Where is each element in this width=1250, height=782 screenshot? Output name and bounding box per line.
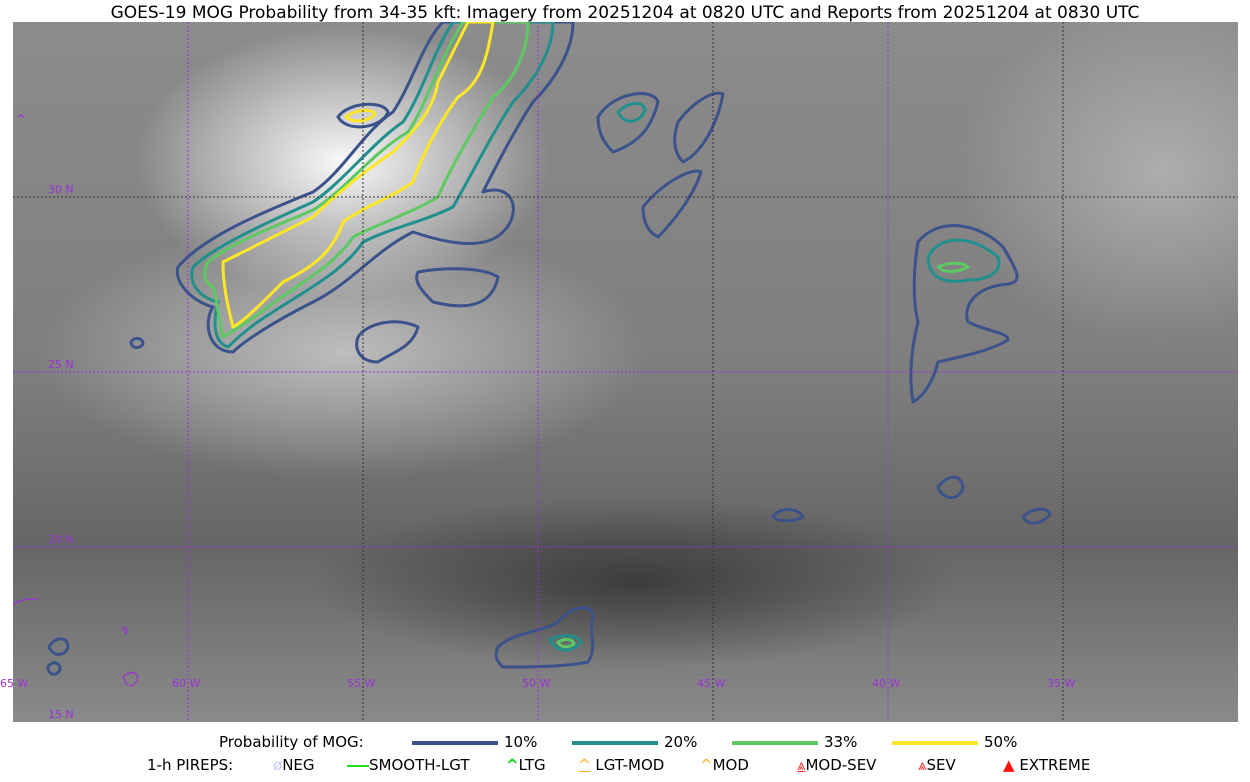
contour-10 [1021,507,1052,525]
probability-legend-label: Probability of MOG: [219,733,364,751]
lat-label: 20 N [48,533,74,546]
contour-10 [673,91,725,164]
lon-label: 45 W [697,677,726,690]
contour-10 [936,475,965,499]
caret-bar-icon: ^ [578,756,591,774]
contour-10 [909,224,1019,404]
line-swatch-icon [412,740,498,745]
lon-label: 50 W [522,677,551,690]
contour-33 [936,261,970,273]
contour-10 [175,22,575,354]
pireps-legend-label: 1-h PIREPS: [147,756,234,774]
contour-10 [336,102,390,129]
contour-33 [556,638,576,649]
legend-item-smooth-lgt: SMOOTH-LGT [347,756,470,774]
legend-item-50: 50% [892,733,1017,751]
legend-item-33: 33% [732,733,857,751]
map-title: GOES-19 MOG Probability from 34-35 kft: … [110,3,1140,23]
coastline-layer [13,114,139,687]
legend-item-mod-sev: ⩓MOD-SEV [797,756,877,774]
contour-20 [926,238,1001,283]
contour-10 [355,320,420,364]
contour-50 [344,108,377,123]
contour-10 [771,508,805,523]
filled-triangle-icon: ▲ [1003,756,1015,774]
lon-label: 60 W [172,677,201,690]
legend-item-mod: ^MOD [700,756,749,774]
legend-item-lgt-mod: ^ LGT-MOD [578,756,665,774]
lon-label: 55 W [347,677,376,690]
contour-20 [548,634,583,652]
satellite-map [13,22,1238,722]
double-caret-bar-icon: ⩓ [797,756,806,774]
lat-label: 15 N [48,708,74,721]
graticule [13,22,1238,722]
lon-label: 40 W [872,677,901,690]
contour-10 [641,169,703,239]
contour-layer [13,22,1238,722]
legend-item-10: 10% [412,733,537,751]
legend-item-ltg: ^LTG [506,756,546,774]
double-caret-icon: ⩓ [918,756,927,774]
line-swatch-icon [892,740,978,745]
contour-33 [203,22,530,339]
neg-circle-icon: ø [273,756,283,774]
line-swatch-icon [732,740,818,745]
caret-icon: ^ [700,756,713,774]
contour-10 [47,637,70,656]
legend-item-neg: øNEG [273,756,315,774]
contour-10 [415,267,500,308]
contour-10 [129,336,145,350]
contour-20 [616,102,647,123]
contour-50 [221,22,495,329]
contour-10 [494,606,595,669]
lat-label: 30 N [48,183,74,196]
contour-20 [190,22,555,349]
line-icon [347,764,369,767]
legend-item-20: 20% [572,733,697,751]
legend-item-extreme: ▲ EXTREME [1003,756,1091,774]
contour-10 [596,92,660,154]
legend-item-sev: ⩓SEV [918,756,956,774]
lon-label: 65 W [0,677,29,690]
contour-10 [46,661,62,676]
lon-label: 35 W [1047,677,1076,690]
lat-label: 25 N [48,358,74,371]
caret-icon: ^ [506,756,519,774]
line-swatch-icon [572,740,658,745]
